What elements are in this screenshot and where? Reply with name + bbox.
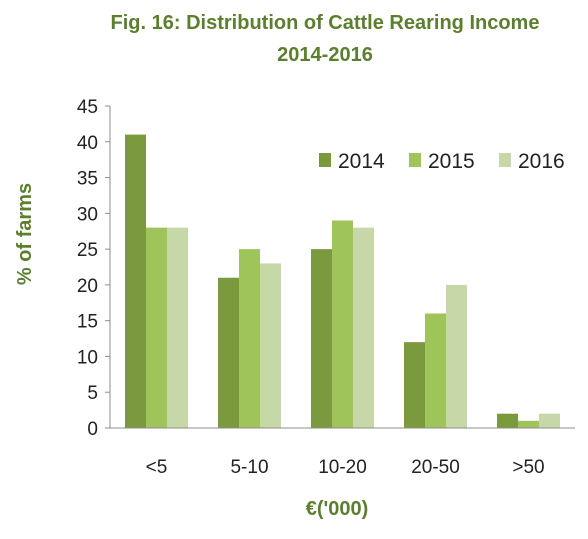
bar-2016-1 (260, 263, 281, 428)
bar-2016-0 (167, 227, 188, 428)
y-axis-title: % of farms (14, 183, 36, 285)
chart-subtitle: 2014-2016 (277, 44, 373, 66)
y-tick-label: 35 (77, 169, 98, 190)
bar-2014-4 (497, 413, 518, 428)
chart-title: Fig. 16: Distribution of Cattle Rearing … (110, 12, 540, 34)
bar-2015-4 (518, 420, 539, 428)
y-tick-label: 25 (77, 240, 98, 261)
legend-label-2016: 2016 (518, 150, 565, 173)
x-tick-label: >50 (512, 457, 544, 478)
x-tick-label: 5-10 (230, 457, 268, 478)
legend-label-2014: 2014 (338, 150, 385, 173)
y-tick-label: 45 (77, 97, 98, 118)
legend: 2014 2015 2016 (319, 150, 565, 173)
x-tick-label: <5 (146, 457, 168, 478)
bar-2016-4 (539, 413, 560, 428)
y-tick-label: 20 (77, 276, 98, 297)
y-axis-ticks: 0 5 10 15 20 25 30 35 40 45 (77, 97, 110, 440)
bars (125, 134, 560, 428)
x-tick-label: 10-20 (318, 457, 367, 478)
bar-2015-1 (239, 249, 260, 428)
legend-swatch-2016 (499, 153, 511, 167)
y-tick-label: 0 (87, 419, 98, 440)
bar-2016-3 (446, 284, 467, 428)
y-tick-label: 10 (77, 347, 98, 368)
legend-swatch-2015 (409, 153, 421, 167)
x-axis-ticks: <5 5-10 10-20 20-50 >50 (146, 457, 545, 478)
legend-swatch-2014 (319, 153, 331, 167)
y-tick-label: 30 (77, 204, 98, 225)
bar-2014-0 (125, 134, 146, 428)
y-tick-label: 5 (87, 383, 98, 404)
bar-2014-2 (311, 249, 332, 428)
y-tick-label: 40 (77, 133, 98, 154)
bar-2015-0 (146, 227, 167, 428)
bar-2014-1 (218, 277, 239, 428)
y-tick-label: 15 (77, 312, 98, 333)
legend-label-2015: 2015 (428, 150, 475, 173)
bar-2015-2 (332, 220, 353, 428)
bar-2014-3 (404, 342, 425, 428)
x-tick-label: 20-50 (411, 457, 460, 478)
bar-2016-2 (353, 227, 374, 428)
x-axis-title: €('000) (306, 498, 369, 520)
bar-2015-3 (425, 313, 446, 428)
